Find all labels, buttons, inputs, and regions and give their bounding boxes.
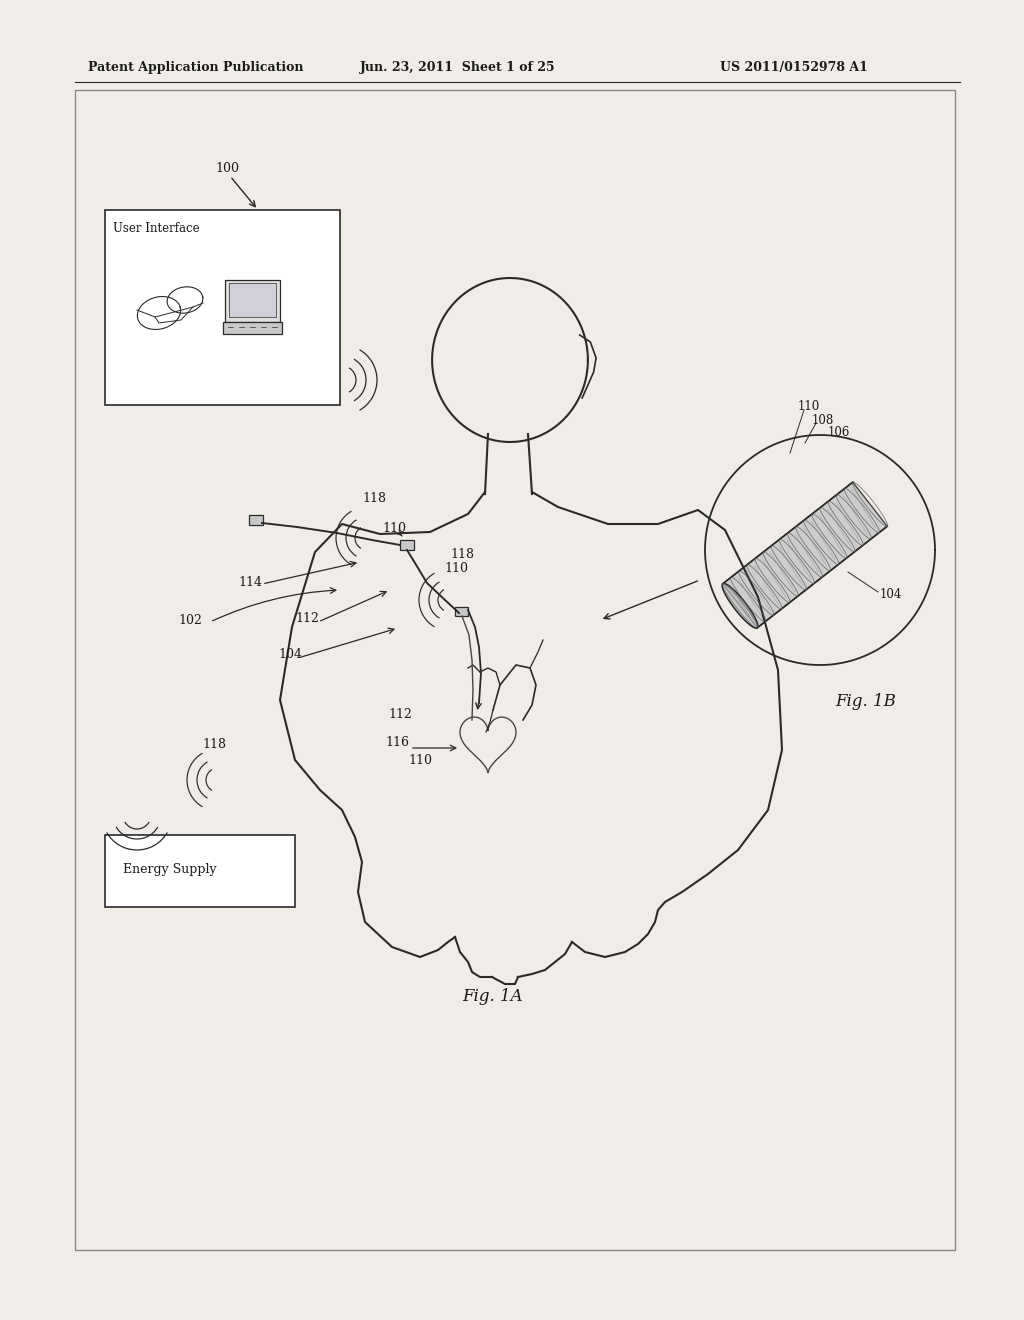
Text: Energy Supply: Energy Supply: [123, 862, 217, 875]
Text: 112: 112: [388, 709, 412, 722]
Bar: [105, 836, 295, 907]
Text: 118: 118: [202, 738, 226, 751]
Text: 114: 114: [238, 576, 262, 589]
Text: US 2011/0152978 A1: US 2011/0152978 A1: [720, 62, 868, 74]
Text: Fig. 1B: Fig. 1B: [835, 693, 896, 710]
Text: 106: 106: [828, 426, 850, 440]
Bar: [75, 90, 955, 1250]
Text: User Interface: User Interface: [113, 222, 200, 235]
Text: 108: 108: [812, 413, 835, 426]
Text: Jun. 23, 2011  Sheet 1 of 25: Jun. 23, 2011 Sheet 1 of 25: [360, 62, 556, 74]
Text: Patent Application Publication: Patent Application Publication: [88, 62, 303, 74]
Text: 104: 104: [880, 589, 902, 602]
Text: 116: 116: [385, 735, 409, 748]
Bar: [229, 282, 276, 317]
Polygon shape: [722, 583, 758, 628]
Bar: [223, 322, 282, 334]
Text: 110: 110: [444, 561, 468, 574]
Text: 100: 100: [215, 161, 239, 174]
Bar: [400, 540, 414, 550]
Text: 118: 118: [450, 549, 474, 561]
Text: 104: 104: [278, 648, 302, 661]
Text: 110: 110: [798, 400, 820, 413]
Polygon shape: [723, 482, 887, 628]
Text: Fig. 1A: Fig. 1A: [462, 987, 522, 1005]
Text: 118: 118: [362, 491, 386, 504]
Bar: [105, 210, 340, 405]
Text: 110: 110: [382, 521, 406, 535]
Text: 110: 110: [408, 754, 432, 767]
Bar: [455, 607, 468, 616]
Bar: [249, 515, 263, 525]
Text: 102: 102: [178, 614, 202, 627]
Bar: [225, 280, 280, 322]
Text: 112: 112: [295, 611, 318, 624]
